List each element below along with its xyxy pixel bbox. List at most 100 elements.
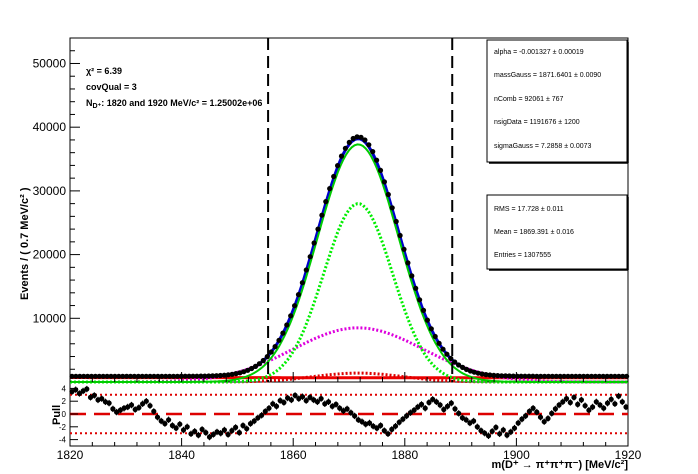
data-point <box>561 373 567 379</box>
data-point <box>338 153 345 159</box>
pull-point <box>418 401 425 407</box>
pull-point <box>523 413 529 419</box>
data-point <box>170 373 177 379</box>
yield-symbol: N <box>86 98 93 108</box>
data-point <box>315 226 321 232</box>
pull-point <box>255 415 261 421</box>
data-point <box>311 240 317 246</box>
data-point <box>245 367 251 373</box>
data-point <box>495 373 501 379</box>
data-point <box>104 373 110 379</box>
pull-point <box>563 396 570 402</box>
pull-point <box>426 399 432 406</box>
pull-point <box>136 405 142 411</box>
data-point <box>151 373 157 379</box>
data-point <box>127 373 134 379</box>
pull-point <box>534 409 540 415</box>
pull-point <box>508 429 514 435</box>
pull-point <box>247 421 254 427</box>
data-point <box>295 292 302 298</box>
pull-point <box>288 397 294 403</box>
data-point <box>237 370 243 376</box>
data-point <box>405 260 411 266</box>
pull-point <box>192 428 198 434</box>
y-tick-label: 30000 <box>33 184 67 198</box>
pull-point <box>381 428 387 434</box>
data-point <box>167 373 173 379</box>
data-point <box>143 373 149 379</box>
pull-y-tick-label: 4 <box>62 384 67 393</box>
pull-point <box>307 394 313 400</box>
data-point <box>276 337 282 343</box>
pull-point <box>270 401 276 407</box>
yield-subscript: D⁺ <box>93 103 102 110</box>
pull-point <box>541 419 547 425</box>
pull-point <box>140 401 146 407</box>
pull-point <box>180 427 187 433</box>
data-point <box>210 373 216 379</box>
data-point <box>460 364 466 370</box>
data-point <box>374 157 380 163</box>
stat-entries: Entries = 1307555 <box>494 252 551 259</box>
data-point <box>577 373 583 379</box>
pull-point <box>281 399 287 406</box>
pull-point <box>292 392 298 398</box>
data-point <box>342 145 348 151</box>
data-point <box>346 139 352 145</box>
pull-point <box>106 400 112 406</box>
data-point <box>213 373 220 379</box>
data-point <box>413 285 419 291</box>
data-point <box>542 373 548 379</box>
data-point <box>331 173 337 180</box>
data-point <box>581 373 587 379</box>
data-point <box>198 373 204 379</box>
data-point <box>479 371 485 377</box>
data-point <box>292 303 298 309</box>
pull-point <box>273 403 280 409</box>
data-point <box>350 135 356 142</box>
data-point <box>608 373 614 379</box>
data-point <box>108 373 114 379</box>
pull-point <box>415 404 421 410</box>
pull-point <box>374 425 380 431</box>
pull-point <box>166 417 172 423</box>
pull-point <box>430 396 436 402</box>
param-nsig: nsigData = 1191676 ± 1200 <box>494 119 580 126</box>
data-point <box>241 369 247 375</box>
data-point <box>573 373 579 379</box>
pull-point <box>218 430 224 436</box>
data-point <box>260 357 266 364</box>
data-point <box>92 373 98 379</box>
pull-point <box>448 400 454 406</box>
data-point <box>475 370 481 376</box>
data-point <box>518 373 524 379</box>
data-point <box>229 371 235 377</box>
data-point <box>256 361 262 367</box>
stat-rms: RMS = 17.728 ± 0.011 <box>494 206 564 213</box>
pull-point <box>352 413 358 419</box>
data-point <box>120 373 126 379</box>
x-tick-label: 1920 <box>615 448 642 462</box>
pull-point <box>493 424 499 430</box>
data-point <box>190 373 196 379</box>
data-point <box>147 373 153 379</box>
data-point <box>534 373 540 379</box>
data-point <box>354 134 360 140</box>
pull-point <box>318 396 324 402</box>
pull-point <box>337 405 343 411</box>
pull-point <box>76 390 82 397</box>
x-tick-label: 1880 <box>391 448 418 462</box>
pull-point <box>143 398 149 404</box>
data-point <box>600 373 606 379</box>
pull-point <box>188 431 194 437</box>
data-point <box>502 373 509 379</box>
pull-point <box>110 406 116 412</box>
data-point <box>428 326 434 332</box>
data-point <box>440 346 446 352</box>
data-point <box>452 359 458 365</box>
data-point <box>491 372 497 378</box>
data-point <box>463 366 470 372</box>
yield-label: ND⁺: 1820 and 1920 MeV/c² = 1.25002e+06 <box>86 98 262 110</box>
data-point <box>448 355 454 362</box>
data-point <box>370 149 376 155</box>
